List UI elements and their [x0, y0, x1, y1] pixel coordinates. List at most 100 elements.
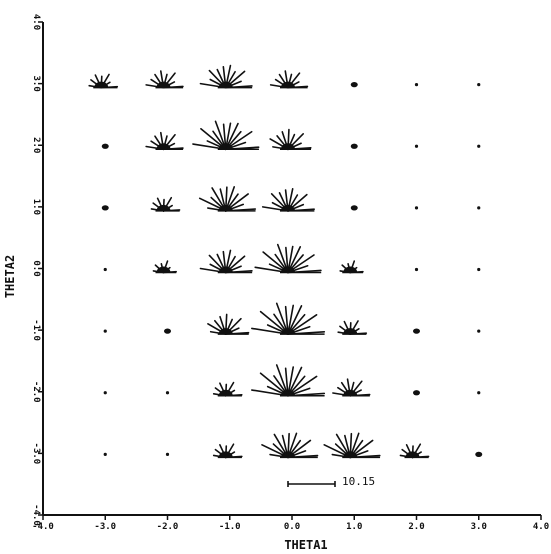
data-glyph	[323, 432, 381, 459]
glyph-ray	[287, 187, 294, 212]
glyph-ray	[273, 375, 289, 397]
glyph-ray	[224, 64, 232, 89]
glyph-dot	[101, 205, 109, 211]
scale-bar-label: 10.15	[342, 475, 375, 488]
glyph-ray	[224, 193, 239, 212]
data-glyph	[477, 267, 481, 272]
glyph-ray	[261, 444, 289, 459]
glyph-dot	[103, 452, 107, 456]
glyph-ray	[150, 78, 165, 89]
glyph-ray	[224, 203, 245, 212]
data-glyph	[103, 452, 107, 456]
glyph-ray	[287, 132, 305, 151]
glyph-ray	[287, 366, 295, 397]
glyph-ray	[224, 318, 233, 335]
glyph-ray	[100, 73, 110, 89]
glyph-ray	[192, 143, 227, 151]
glyph-ray	[271, 201, 289, 212]
glyph-ray	[154, 264, 165, 274]
data-glyph	[414, 83, 419, 87]
y-tick-label: 1.0	[31, 199, 41, 215]
data-glyph	[261, 432, 319, 459]
glyph-dot	[413, 328, 420, 334]
glyph-dot	[165, 452, 170, 456]
glyph-ray	[150, 140, 165, 151]
glyph-ray	[401, 448, 414, 459]
data-glyph	[477, 206, 481, 210]
glyph-ray	[339, 325, 352, 335]
data-glyph	[337, 320, 368, 335]
data-glyph	[350, 82, 358, 88]
data-glyph	[145, 70, 184, 89]
data-glyph	[165, 391, 170, 395]
glyph-ray	[266, 385, 289, 397]
y-tick-label: -1.0	[31, 319, 41, 341]
y-axis-ticks: -4.0 -3.0 -2.0 -1.0 0.0 1.0 2.0 3.0 4.0	[31, 14, 43, 526]
glyph-ray	[274, 253, 289, 274]
glyph-ray	[273, 313, 289, 335]
data-glyph	[165, 452, 170, 456]
glyph-ray	[207, 323, 227, 335]
data-glyph	[269, 70, 309, 89]
data-glyph	[332, 378, 371, 397]
glyph-ray	[287, 314, 318, 335]
scale-bar: 10.15	[287, 475, 375, 488]
glyph-ray	[269, 138, 289, 151]
glyph-ray	[206, 140, 227, 151]
glyph-ray	[349, 439, 364, 459]
glyph-ray	[162, 260, 169, 274]
glyph-ray	[160, 263, 165, 274]
glyph-ray	[287, 375, 318, 397]
data-glyph	[477, 329, 481, 333]
data-glyph	[251, 302, 326, 335]
data-glyph	[103, 329, 107, 333]
glyph-ray	[224, 445, 228, 459]
glyph-ray	[224, 327, 240, 335]
glyph-ray	[287, 203, 305, 212]
y-tick-label: -4.0	[31, 504, 41, 526]
glyph-ray	[334, 443, 352, 459]
glyph-ray	[343, 320, 352, 335]
data-glyph	[477, 391, 481, 395]
glyph-ray	[224, 80, 242, 89]
glyph-ray	[198, 197, 227, 212]
glyph-ray	[224, 249, 232, 274]
glyph-ray	[287, 304, 295, 335]
glyph-ray	[287, 73, 293, 89]
glyph-ray	[349, 450, 369, 459]
glyph-ray	[287, 366, 303, 397]
glyph-ray	[276, 243, 289, 274]
glyph-ray	[210, 196, 227, 212]
glyph-ray	[287, 133, 296, 151]
glyph-ray	[262, 251, 289, 274]
glyph-ray	[162, 135, 168, 151]
glyph-ray	[349, 381, 355, 397]
data-glyph	[199, 64, 253, 89]
glyph-ray	[154, 73, 165, 89]
glyph-ray	[411, 445, 414, 459]
glyph-ray	[287, 81, 300, 89]
glyph-ray	[272, 443, 289, 459]
glyph-ray	[346, 378, 352, 397]
glyph-ray	[224, 130, 253, 151]
y-tick-label: 3.0	[31, 75, 41, 91]
glyph-ray	[287, 246, 302, 274]
data-glyph	[152, 260, 177, 274]
glyph-ray	[251, 327, 289, 335]
data-glyph	[269, 128, 312, 151]
data-glyph	[103, 267, 107, 272]
data-glyph	[350, 143, 358, 149]
glyph-ray	[287, 313, 306, 335]
glyph-ray	[208, 254, 227, 274]
data-glyph	[413, 328, 420, 334]
glyph-ray	[209, 78, 227, 89]
glyph-ray	[349, 432, 360, 459]
glyph-ray	[162, 198, 165, 212]
x-tick-label: 2.0	[408, 522, 424, 532]
glyph-ray	[349, 439, 374, 459]
data-glyph	[164, 328, 171, 334]
glyph-dot	[477, 391, 481, 395]
data-glyph	[350, 205, 358, 211]
